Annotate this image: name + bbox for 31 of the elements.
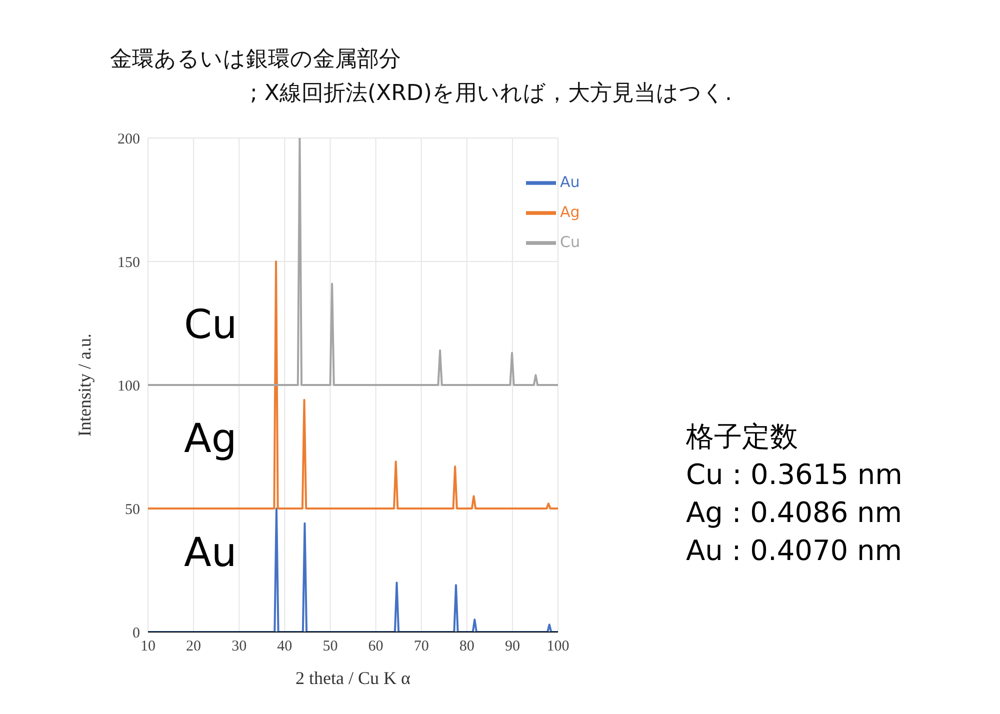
- y-tick-label: 100: [118, 378, 140, 394]
- chart-subtitle: ; X線回折法(XRD)を用いれば，大方見当はつく.: [250, 80, 732, 108]
- legend-label: Au: [560, 173, 580, 192]
- x-tick-label: 20: [186, 638, 202, 655]
- x-axis-title: 2 theta / Cu K α: [296, 668, 412, 688]
- annotation: Ag: [184, 416, 237, 462]
- y-axis-title: Intensity / a.u.: [74, 334, 94, 436]
- x-tick-label: 40: [277, 638, 292, 655]
- x-tick-label: 60: [368, 638, 384, 655]
- annotation: Cu: [184, 302, 238, 348]
- text: Au : 0.4070 nm: [686, 533, 902, 569]
- y-tick-label: 150: [118, 254, 140, 271]
- text: 格子定数: [686, 419, 799, 455]
- x-tick-label: 100: [546, 638, 570, 655]
- legend-label: Cu: [560, 233, 580, 252]
- text: Ag : 0.4086 nm: [686, 495, 902, 531]
- x-tick-label: 30: [232, 638, 247, 655]
- x-tick-label: 80: [459, 638, 474, 655]
- legend-label: Ag: [560, 203, 580, 222]
- text: Cu : 0.3615 nm: [686, 457, 902, 493]
- y-tick-label: 200: [118, 131, 140, 148]
- x-tick-label: 50: [322, 638, 338, 655]
- x-tick-label: 70: [414, 638, 429, 655]
- x-tick-label: 90: [504, 638, 520, 655]
- y-tick-label: 0: [132, 625, 140, 642]
- y-tick-label: 50: [125, 502, 140, 518]
- chart-title: 金環あるいは銀環の金属部分: [110, 46, 401, 74]
- line-series: [148, 260, 558, 510]
- line-series: [148, 508, 558, 632]
- x-tick-label: 10: [140, 638, 156, 655]
- annotation: Au: [184, 530, 237, 576]
